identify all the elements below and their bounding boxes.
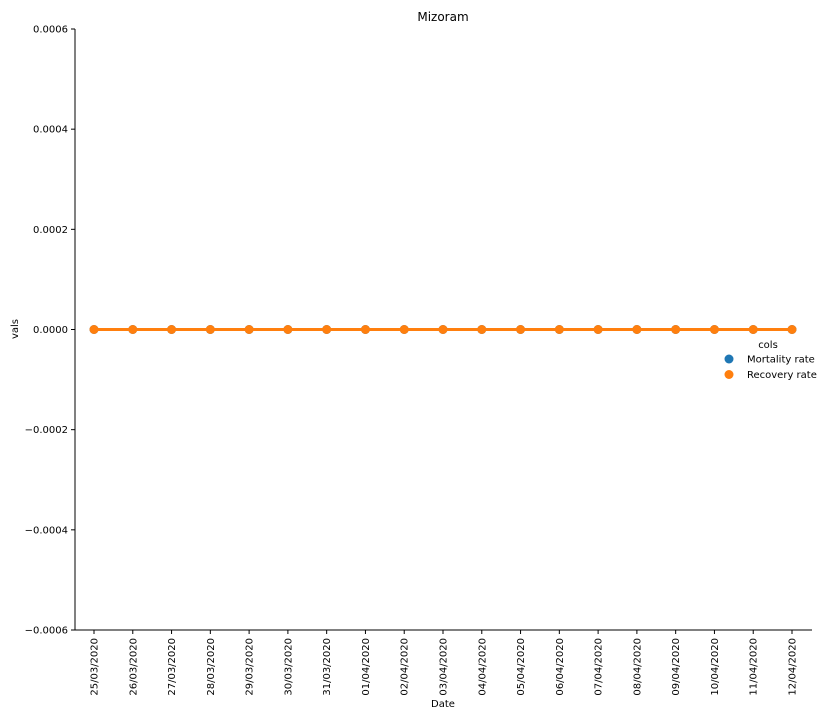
- y-tick-label: −0.0002: [25, 425, 68, 436]
- x-tick-label: 09/04/2020: [671, 638, 682, 696]
- series-point: [554, 325, 564, 334]
- x-tick-label: 07/04/2020: [594, 638, 605, 696]
- x-tick-label: 30/03/2020: [283, 638, 294, 696]
- series-point: [89, 325, 99, 334]
- series-point: [477, 325, 487, 334]
- y-tick-label: −0.0006: [25, 626, 68, 637]
- legend-label: Mortality rate: [747, 355, 815, 366]
- x-tick-label: 06/04/2020: [555, 638, 566, 696]
- x-tick-label: 29/03/2020: [245, 638, 256, 696]
- x-tick-label: 31/03/2020: [322, 638, 333, 696]
- series-point: [593, 325, 603, 334]
- series-point: [205, 325, 215, 334]
- series-point: [399, 325, 409, 334]
- x-tick-label: 08/04/2020: [632, 638, 643, 696]
- series-point: [167, 325, 177, 334]
- series-point: [128, 325, 138, 334]
- y-tick-label: 0.0002: [33, 225, 68, 236]
- legend-marker: [724, 354, 734, 364]
- x-tick-label: 11/04/2020: [749, 638, 760, 696]
- x-tick-label: 10/04/2020: [710, 638, 721, 696]
- series-point: [787, 325, 797, 334]
- y-tick-label: 0.0004: [33, 125, 68, 136]
- y-axis-label: vals: [10, 319, 21, 339]
- x-tick-label: 25/03/2020: [90, 638, 101, 696]
- x-tick-label: 04/04/2020: [477, 638, 488, 696]
- series-point: [632, 325, 642, 334]
- x-tick-label: 05/04/2020: [516, 638, 527, 696]
- series-point: [516, 325, 526, 334]
- series-point: [438, 325, 448, 334]
- series-point: [322, 325, 332, 334]
- series-point: [360, 325, 370, 334]
- x-tick-label: 28/03/2020: [206, 638, 217, 696]
- plot-area: −0.0006 −0.0004 −0.0002 0.0000 0.0002 0.0004 0…: [25, 25, 812, 696]
- x-tick-label: 27/03/2020: [167, 638, 178, 696]
- legend-label: Recovery rate: [747, 370, 817, 381]
- x-tick-label: 12/04/2020: [788, 638, 799, 696]
- legend-marker: [724, 370, 734, 379]
- x-tick-label: 02/04/2020: [400, 638, 411, 696]
- legend-title: cols: [758, 340, 778, 351]
- x-tick-label: 03/04/2020: [439, 638, 450, 696]
- y-tick-label: 0.0006: [33, 25, 68, 36]
- legend: cols Mortality rate Recovery rate: [724, 340, 817, 381]
- x-axis-label: Date: [431, 699, 455, 710]
- series-point: [709, 325, 719, 334]
- series-point: [671, 325, 681, 334]
- series-point: [244, 325, 254, 334]
- x-tick-label: 26/03/2020: [128, 638, 139, 696]
- series-point: [748, 325, 758, 334]
- y-tick-label: −0.0004: [25, 525, 68, 536]
- x-tick-label: 01/04/2020: [361, 638, 372, 696]
- y-tick-label: 0.0000: [33, 325, 68, 336]
- series-point: [283, 325, 293, 334]
- chart-title: Mizoram: [417, 10, 468, 24]
